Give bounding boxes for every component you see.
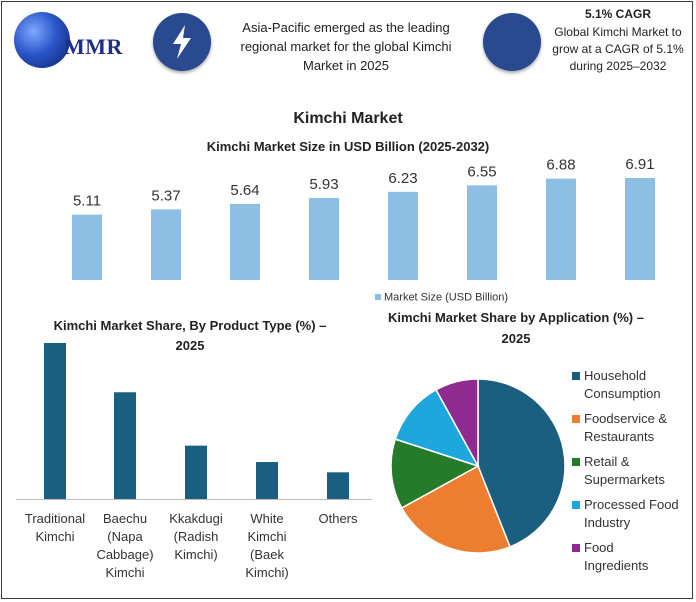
- legend-item: Processed Food Industry: [572, 496, 690, 536]
- globe-logo-icon: [14, 12, 70, 68]
- legend-swatch: [572, 501, 580, 509]
- product-type-bar: [114, 392, 136, 499]
- legend-swatch: [572, 458, 580, 466]
- application-pie-chart: [390, 378, 566, 554]
- legend-label: Foodservice & Restaurants: [584, 411, 668, 444]
- lightning-badge: [153, 13, 211, 71]
- pie-slice: [394, 388, 480, 468]
- product-type-bar: [256, 462, 278, 499]
- product-type-bar: [185, 445, 207, 499]
- pie-slice: [400, 464, 512, 554]
- product-type-chart-title: Kimchi Market Share, By Product Type (%)…: [53, 318, 327, 353]
- product-type-chart: Traditional Kimchi Baechu (Napa Cabbage) Kimc…: [16, 343, 372, 580]
- main-title: Kimchi Market: [293, 110, 403, 127]
- logo-text: MMR: [64, 34, 123, 59]
- cagr-text: Global Kimchi Market to grow at a CAGR o…: [552, 25, 684, 73]
- legend-label: Food Ingredients: [584, 540, 649, 573]
- legend-swatch: [572, 544, 580, 552]
- product-type-bar: [44, 343, 66, 499]
- legend-label: Retail & Supermarkets: [584, 454, 665, 487]
- market-size-bar: [546, 178, 576, 280]
- market-size-value-label: 5.93: [309, 176, 338, 193]
- pie-slice: [477, 378, 566, 548]
- market-size-bar: [309, 197, 339, 280]
- market-size-value-label: 6.88: [546, 158, 575, 174]
- pie-slice: [390, 438, 480, 509]
- market-size-value-label: 6.91: [625, 158, 654, 173]
- cagr-badge-icon: [483, 13, 541, 71]
- market-size-bar: [467, 185, 497, 280]
- legend-item: Retail & Supermarkets: [572, 453, 690, 493]
- market-size-value-label: 6.23: [388, 170, 417, 187]
- product-type-tick-label: Baechu (Napa Cabbage) Kimchi: [96, 511, 153, 580]
- market-size-bar: [72, 214, 102, 280]
- market-size-bar: [388, 191, 418, 280]
- legend-swatch: [375, 294, 381, 300]
- product-type-bar: [327, 472, 349, 499]
- legend-label: Household Consumption: [584, 368, 661, 401]
- pie-slice: [435, 378, 479, 467]
- market-size-chart-title: Kimchi Market Size in USD Billion (2025-…: [206, 139, 490, 154]
- market-size-value-label: 5.37: [151, 187, 180, 204]
- cagr-title: 5.1% CAGR: [584, 7, 652, 21]
- legend-label: Processed Food Industry: [584, 497, 679, 530]
- legend-label: Market Size (USD Billion): [384, 292, 508, 304]
- legend-item: Food Ingredients: [572, 539, 690, 579]
- market-size-value-label: 6.55: [467, 163, 496, 180]
- market-size-value-label: 5.11: [73, 193, 101, 210]
- legend-item: Household Consumption: [572, 367, 690, 407]
- application-chart-title: Kimchi Market Share by Application (%) –…: [388, 310, 644, 346]
- product-type-tick-label: Others: [318, 511, 358, 526]
- market-size-bar: [151, 209, 181, 280]
- legend-item: Foodservice & Restaurants: [572, 410, 690, 450]
- product-type-tick-label: Traditional Kimchi: [25, 511, 85, 544]
- product-type-tick-label: White Kimchi (Baek Kimchi): [245, 511, 288, 580]
- product-type-tick-label: Kkakdugi (Radish Kimchi): [169, 511, 223, 562]
- legend-swatch: [572, 415, 580, 423]
- lightning-icon: [173, 25, 191, 59]
- legend-swatch: [572, 372, 580, 380]
- market-size-bar: [625, 178, 655, 280]
- highlight-text: Asia-Pacific emerged as the leading regi…: [240, 20, 452, 73]
- market-size-bar: [230, 203, 260, 280]
- market-size-value-label: 5.64: [230, 182, 259, 199]
- market-size-chart: 5.11 5.37 5.64 5.93 6.23 6.55 6.88 6.91 Market S…: [72, 158, 655, 304]
